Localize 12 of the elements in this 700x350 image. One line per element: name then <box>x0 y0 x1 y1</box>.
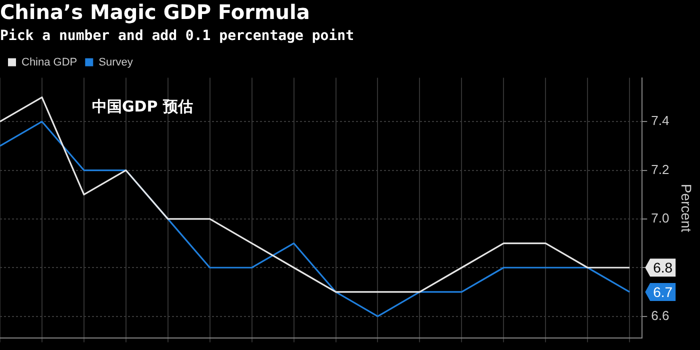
y-tick-label: 6.6 <box>651 308 670 323</box>
y-tick-label: 7.4 <box>651 113 670 128</box>
y-axis-title: Percent <box>678 184 695 232</box>
data-label: 6.8 <box>653 259 673 276</box>
legend-label: Survey <box>98 56 134 68</box>
annotation: 中国GDP 预估 <box>92 98 193 116</box>
data-label: 6.7 <box>653 284 673 300</box>
chart-subtitle: Pick a number and add 0.1 percentage point <box>0 28 354 44</box>
legend-label: China GDP <box>22 56 78 68</box>
chart-title: China’s Magic GDP Formula <box>0 0 310 24</box>
y-tick-label: 7.0 <box>651 210 670 226</box>
y-tick-label: 7.2 <box>651 162 670 177</box>
